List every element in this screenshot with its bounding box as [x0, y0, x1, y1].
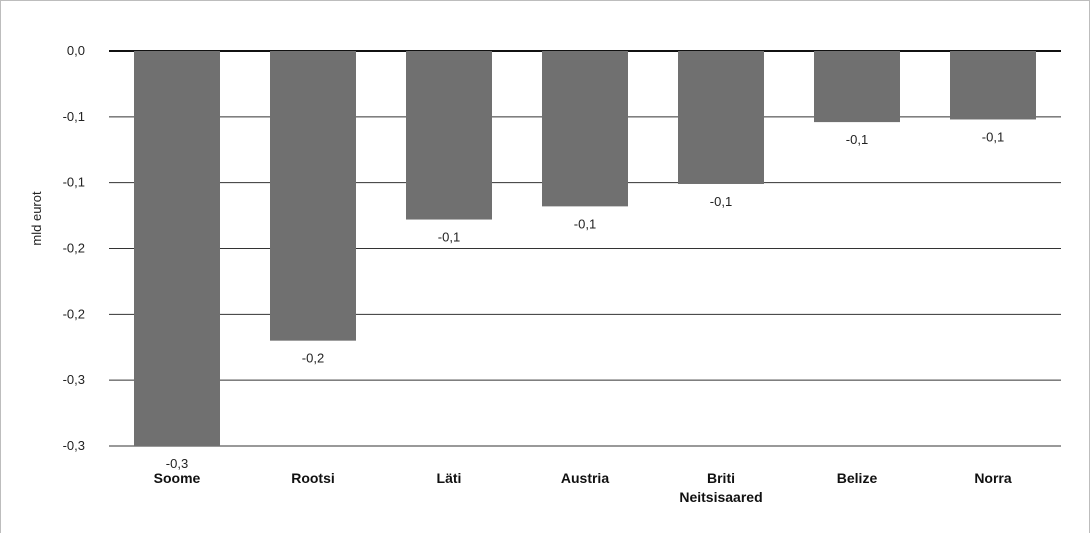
y-axis-title: mld eurot — [29, 191, 44, 246]
data-label: -0,1 — [574, 216, 596, 231]
x-category-label: Läti — [437, 470, 462, 486]
bar — [542, 51, 628, 207]
x-category-label: Austria — [561, 470, 609, 486]
bar — [270, 51, 356, 341]
bar — [814, 51, 900, 123]
y-tick-label: 0,0 — [67, 43, 85, 58]
bar — [950, 51, 1036, 120]
data-label: -0,3 — [166, 456, 188, 471]
data-label: -0,1 — [982, 129, 1004, 144]
x-category-label: Belize — [837, 470, 878, 486]
y-tick-label: -0,3 — [63, 372, 85, 387]
y-tick-label: -0,2 — [63, 306, 85, 321]
x-category-label: Briti — [707, 470, 735, 486]
data-label: -0,2 — [302, 351, 324, 366]
data-label: -0,1 — [846, 132, 868, 147]
data-label: -0,1 — [710, 194, 732, 209]
y-tick-label: -0,1 — [63, 109, 85, 124]
y-tick-label: -0,1 — [63, 175, 85, 190]
bar — [406, 51, 492, 220]
y-tick-label: -0,3 — [63, 438, 85, 453]
data-label: -0,1 — [438, 230, 460, 245]
x-category-label: Norra — [974, 470, 1012, 486]
bar — [134, 51, 220, 446]
x-category-label: Rootsi — [291, 470, 335, 486]
bar — [678, 51, 764, 184]
x-category-label: Neitsisaared — [679, 489, 762, 505]
y-tick-label: -0,2 — [63, 241, 85, 256]
x-category-label: Soome — [154, 470, 201, 486]
